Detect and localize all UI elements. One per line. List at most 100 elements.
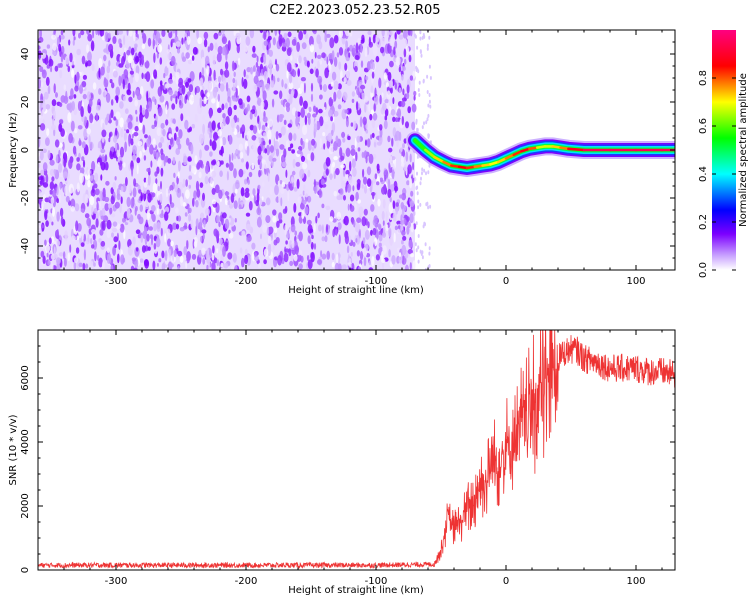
noise-blob xyxy=(186,251,191,262)
snr-y-tick-label: 0 xyxy=(20,567,31,573)
noise-blob xyxy=(290,89,295,98)
noise-blob xyxy=(209,108,212,119)
noise-blob xyxy=(251,53,257,58)
noise-blob xyxy=(156,262,159,267)
noise-blob xyxy=(331,71,337,81)
noise-blob xyxy=(378,124,383,131)
noise-blob xyxy=(280,99,283,106)
noise-blob xyxy=(137,140,143,147)
noise-blob xyxy=(74,85,79,92)
noise-blob xyxy=(289,260,294,267)
noise-blob xyxy=(335,223,339,228)
noise-blob xyxy=(396,108,402,118)
noise-blob xyxy=(302,100,308,110)
noise-blob xyxy=(134,99,138,107)
noise-blob xyxy=(95,30,99,35)
noise-blob xyxy=(161,30,166,37)
noise-blob xyxy=(86,30,91,35)
noise-blob xyxy=(266,30,269,39)
noise-blob xyxy=(256,216,262,228)
noise-blob xyxy=(45,137,50,147)
noise-blob xyxy=(87,33,93,42)
noise-blob xyxy=(100,148,106,154)
noise-blob xyxy=(175,41,181,47)
noise-blob xyxy=(245,223,251,231)
noise-blob xyxy=(130,243,136,251)
noise-blob xyxy=(125,177,128,187)
noise-blob xyxy=(252,125,258,134)
noise-blob xyxy=(100,174,103,181)
noise-blob xyxy=(332,161,336,168)
noise-blob xyxy=(356,135,361,143)
noise-blob xyxy=(342,91,348,102)
noise-blob xyxy=(246,130,252,141)
noise-blob xyxy=(269,186,273,196)
noise-blob xyxy=(175,72,180,77)
noise-blob xyxy=(168,30,171,33)
noise-blob xyxy=(272,215,277,223)
chart-title: C2E2.2023.052.23.52.R05 xyxy=(269,3,440,18)
noise-blob xyxy=(402,30,408,39)
noise-blob xyxy=(313,105,316,113)
noise-blob xyxy=(351,218,354,225)
noise-blob xyxy=(316,54,322,60)
noise-blob xyxy=(188,214,192,222)
noise-blob xyxy=(378,223,382,230)
noise-blob xyxy=(407,106,412,114)
noise-blob xyxy=(373,103,376,112)
noise-blob xyxy=(205,250,209,259)
noise-blob xyxy=(143,155,147,161)
noise-blob xyxy=(244,254,249,265)
noise-blob xyxy=(186,231,191,241)
noise-blob xyxy=(265,122,268,127)
noise-blob xyxy=(352,241,356,247)
noise-blob xyxy=(72,30,76,37)
noise-blob xyxy=(250,66,253,75)
noise-blob xyxy=(406,225,410,235)
noise-blob xyxy=(333,56,338,67)
noise-blob xyxy=(179,255,184,263)
noise-blob xyxy=(209,42,214,51)
noise-blob xyxy=(211,187,216,195)
noise-blob xyxy=(76,163,81,171)
noise-fringe-blob xyxy=(417,199,420,204)
noise-blob xyxy=(181,56,187,62)
noise-blob xyxy=(333,190,338,197)
noise-blob xyxy=(354,65,358,73)
noise-blob xyxy=(261,124,266,131)
noise-blob xyxy=(360,70,365,78)
noise-blob xyxy=(126,208,131,219)
noise-blob xyxy=(387,135,391,143)
noise-blob xyxy=(157,159,162,167)
noise-blob xyxy=(329,98,334,104)
noise-blob xyxy=(401,244,407,256)
noise-blob xyxy=(300,202,305,210)
noise-blob xyxy=(165,188,169,198)
noise-blob xyxy=(220,68,223,76)
noise-blob xyxy=(288,181,291,189)
noise-blob xyxy=(362,116,367,126)
noise-blob xyxy=(356,179,361,184)
noise-blob xyxy=(77,101,82,111)
noise-blob xyxy=(311,138,316,146)
noise-blob xyxy=(219,170,223,177)
noise-blob xyxy=(172,118,176,125)
noise-blob xyxy=(390,109,396,116)
noise-blob xyxy=(192,197,195,207)
noise-blob xyxy=(351,262,355,270)
noise-blob xyxy=(179,227,185,232)
noise-blob xyxy=(77,125,83,130)
noise-blob xyxy=(151,192,156,198)
noise-blob xyxy=(293,51,298,60)
noise-blob xyxy=(99,229,104,236)
noise-blob xyxy=(108,60,111,67)
noise-fringe-blob xyxy=(429,204,432,209)
noise-blob xyxy=(383,72,387,80)
noise-blob xyxy=(351,144,355,150)
noise-blob xyxy=(268,226,274,235)
noise-blob xyxy=(383,169,389,179)
noise-blob xyxy=(255,199,259,207)
noise-blob xyxy=(87,234,90,243)
noise-blob xyxy=(115,86,120,97)
noise-blob xyxy=(51,124,57,131)
